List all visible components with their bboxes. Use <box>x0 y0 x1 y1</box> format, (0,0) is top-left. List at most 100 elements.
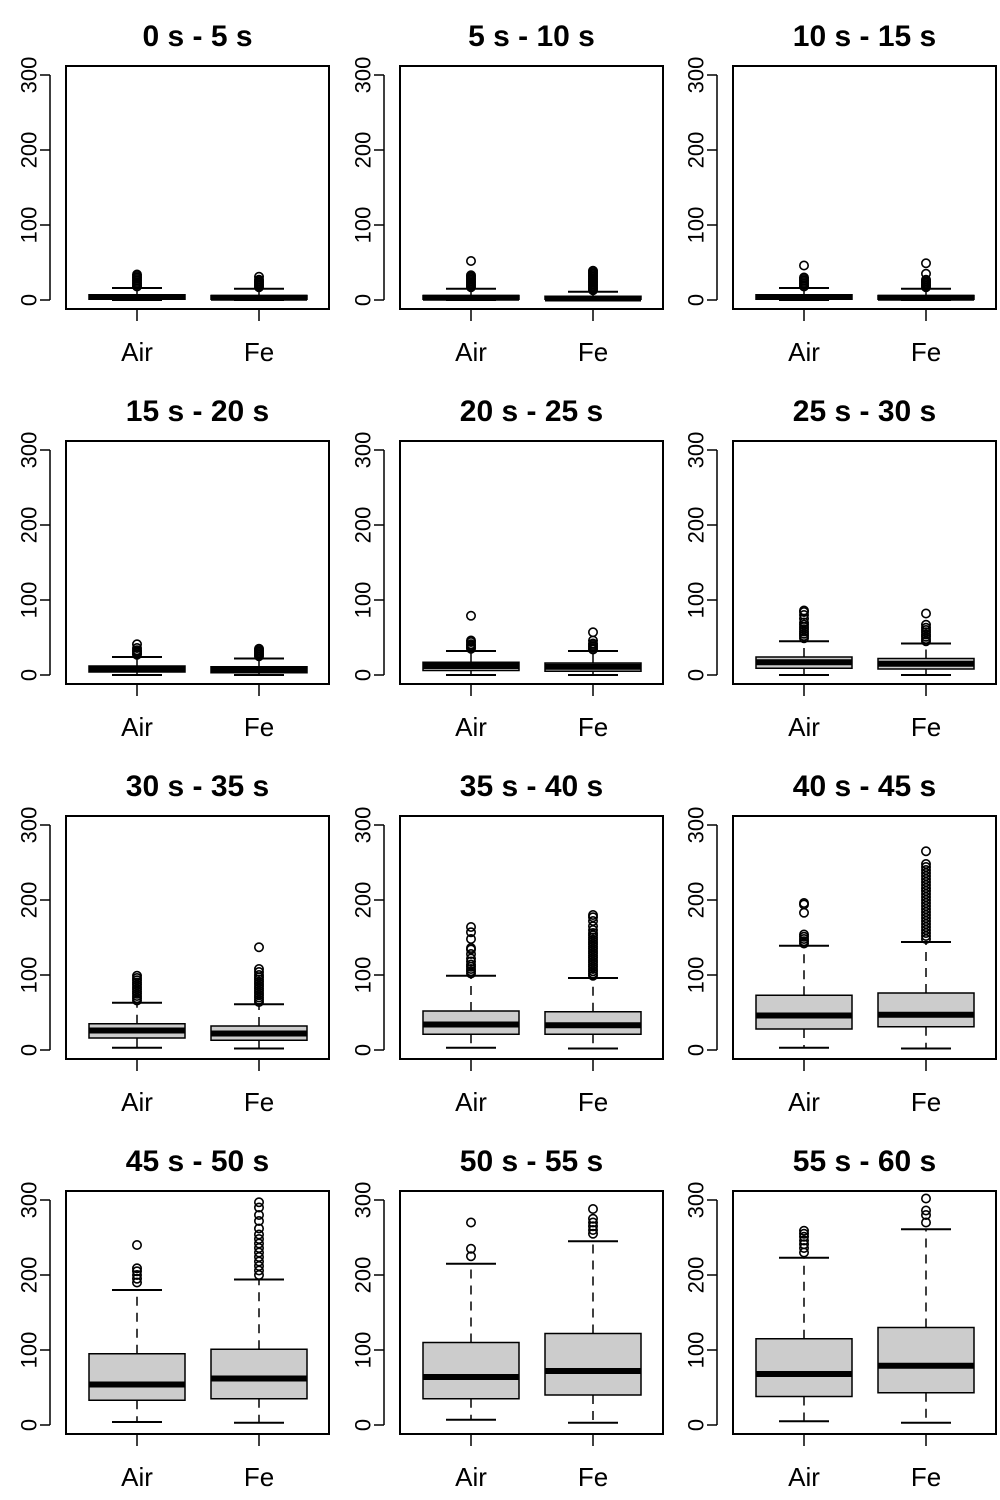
y-tick-label: 200 <box>351 507 376 544</box>
outlier-point <box>920 619 931 630</box>
iqr-box <box>88 1353 186 1401</box>
panel-title: 50 s - 55 s <box>460 1145 603 1178</box>
y-tick-label: 200 <box>684 1257 709 1294</box>
box-fe <box>210 1197 308 1424</box>
outlier-point <box>587 1213 598 1224</box>
y-tick-label: 300 <box>351 57 376 94</box>
y-tick-label: 0 <box>351 1044 376 1056</box>
panel-4: 15 s - 20 s 0 100 200 300 Air Fe <box>17 395 330 742</box>
outlier-point <box>132 1240 143 1251</box>
outlier-point <box>465 610 476 621</box>
iqr-box <box>755 1338 853 1398</box>
outlier-point <box>254 1197 265 1208</box>
box-fe <box>210 271 308 301</box>
x-tick-label: Fe <box>578 1087 608 1117</box>
iqr-box <box>755 994 853 1030</box>
outlier-point <box>465 921 476 932</box>
plot-frame <box>732 65 997 310</box>
outlier-point <box>254 1216 265 1227</box>
y-tick-label: 100 <box>17 1332 42 1369</box>
outlier-point <box>587 265 598 276</box>
y-tick-label: 200 <box>684 882 709 919</box>
panel-8: 35 s - 40 s 0 100 200 300 Air Fe <box>351 770 664 1117</box>
outlier-point <box>254 271 265 282</box>
x-tick-label: Fe <box>911 712 941 742</box>
box-fe <box>877 608 975 676</box>
outlier-point <box>920 1217 931 1228</box>
outlier-point <box>920 861 931 872</box>
box-fe <box>210 643 308 676</box>
box-air <box>755 897 853 1049</box>
y-tick-label: 0 <box>684 1044 709 1056</box>
y-tick-label: 0 <box>17 1419 42 1431</box>
outlier-point <box>920 1210 931 1221</box>
y-tick-label: 300 <box>684 57 709 94</box>
plot-frame <box>65 440 330 685</box>
outlier-point <box>465 933 476 944</box>
y-tick-label: 200 <box>684 507 709 544</box>
y-tick-label: 200 <box>351 882 376 919</box>
plot-frame <box>732 440 997 685</box>
outlier-point <box>798 617 809 628</box>
iqr-box <box>877 1326 975 1394</box>
box-air <box>755 260 853 301</box>
x-tick-label: Air <box>788 337 820 367</box>
outlier-point <box>132 642 143 653</box>
outlier-point <box>587 1221 598 1232</box>
x-tick-label: Fe <box>244 1462 274 1492</box>
y-tick-label: 200 <box>17 882 42 919</box>
outlier-point <box>254 942 265 953</box>
outlier-point <box>254 1202 265 1213</box>
plot-frame <box>65 1190 330 1435</box>
y-tick-label: 100 <box>351 207 376 244</box>
y-tick-label: 0 <box>351 294 376 306</box>
outlier-point <box>587 1217 598 1228</box>
panel-11: 50 s - 55 s 0 100 200 300 Air Fe <box>351 1145 664 1492</box>
y-tick-label: 300 <box>684 432 709 469</box>
panel-title: 10 s - 15 s <box>793 20 936 53</box>
outlier-point <box>920 858 931 869</box>
panel-10: 45 s - 50 s 0 100 200 300 Air Fe <box>17 1145 330 1492</box>
outlier-point <box>254 1210 265 1221</box>
outlier-point <box>798 605 809 616</box>
outlier-point <box>798 929 809 940</box>
box-air <box>755 1225 853 1423</box>
plot-frame <box>65 815 330 1060</box>
plot-frame <box>399 65 664 310</box>
box-air <box>755 605 853 676</box>
y-tick-label: 0 <box>17 1044 42 1056</box>
panel-title: 35 s - 40 s <box>460 770 603 803</box>
box-air <box>88 1240 186 1423</box>
box-fe <box>877 846 975 1050</box>
outlier-point <box>254 1234 265 1245</box>
y-tick-label: 0 <box>684 294 709 306</box>
outlier-point <box>132 269 143 280</box>
outlier-point <box>254 643 265 654</box>
plot-frame <box>399 815 664 1060</box>
outlier-point <box>465 927 476 938</box>
x-tick-label: Air <box>455 337 487 367</box>
y-tick-label: 200 <box>351 132 376 169</box>
outlier-point <box>587 1225 598 1236</box>
panel-title: 5 s - 10 s <box>468 20 595 53</box>
panel-title: 25 s - 30 s <box>793 395 936 428</box>
outlier-point <box>587 927 598 938</box>
outlier-point <box>798 609 809 620</box>
outlier-point <box>920 622 931 633</box>
x-tick-label: Fe <box>578 1462 608 1492</box>
x-tick-label: Air <box>121 712 153 742</box>
iqr-box <box>877 992 975 1028</box>
outlier-point <box>920 274 931 285</box>
x-tick-label: Fe <box>244 337 274 367</box>
panel-9: 40 s - 45 s 0 100 200 300 Air Fe <box>684 770 997 1117</box>
box-fe <box>544 1204 642 1424</box>
x-tick-label: Fe <box>578 337 608 367</box>
outlier-point <box>465 635 476 646</box>
outlier-point <box>920 864 931 875</box>
x-tick-label: Air <box>455 1087 487 1117</box>
panel-title: 55 s - 60 s <box>793 1145 936 1178</box>
outlier-point <box>465 255 476 266</box>
panel-title: 20 s - 25 s <box>460 395 603 428</box>
outlier-point <box>587 1228 598 1239</box>
